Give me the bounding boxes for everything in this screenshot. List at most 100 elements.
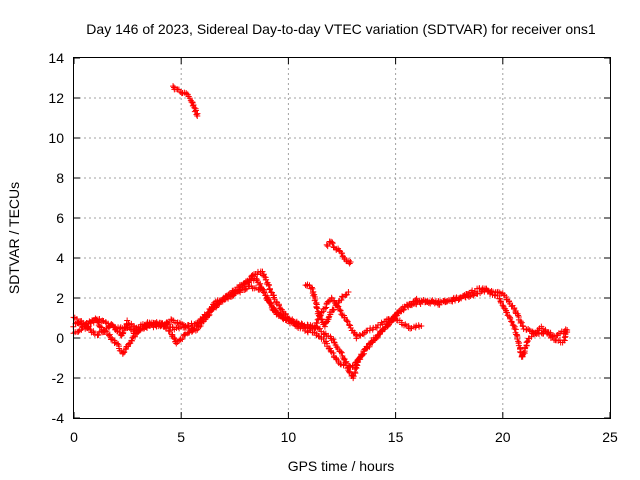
- data-point: [564, 329, 571, 335]
- data-point: [457, 294, 464, 301]
- data-point: [313, 319, 320, 326]
- data-point: [328, 238, 335, 245]
- data-point: [319, 316, 326, 323]
- data-point: [263, 276, 270, 283]
- data-point: [265, 282, 272, 289]
- data-point: [232, 289, 239, 296]
- grid-lines: [74, 58, 610, 418]
- data-point: [518, 319, 525, 326]
- data-point: [405, 304, 412, 311]
- data-point: [323, 319, 330, 326]
- data-point: [474, 290, 481, 297]
- data-point: [106, 331, 113, 338]
- data-point: [128, 337, 135, 344]
- data-point: [130, 330, 137, 337]
- data-point: [131, 333, 138, 340]
- data-point: [227, 292, 234, 299]
- data-point: [343, 317, 350, 324]
- data-point: [345, 289, 352, 295]
- data-point: [356, 332, 363, 339]
- data-point: [311, 324, 318, 331]
- data-point: [275, 302, 282, 309]
- y-tick-label: 4: [56, 250, 64, 266]
- y-tick-label: -4: [52, 410, 65, 426]
- data-point: [315, 333, 322, 340]
- data-point: [103, 328, 110, 335]
- data-point: [323, 241, 330, 248]
- data-point: [108, 320, 115, 327]
- data-point: [289, 316, 296, 323]
- data-point: [95, 331, 102, 338]
- data-point: [276, 311, 283, 318]
- plot-frame: [73, 57, 611, 419]
- data-point: [499, 302, 506, 309]
- data-point: [330, 307, 337, 314]
- data-point: [179, 335, 186, 342]
- x-tick-label: 20: [495, 429, 511, 445]
- data-point: [266, 299, 273, 306]
- data-point: [257, 285, 264, 292]
- data-point: [314, 305, 321, 312]
- data-point: [171, 335, 178, 342]
- data-point: [244, 280, 251, 287]
- x-tick-label: 25: [602, 429, 618, 445]
- data-point: [121, 348, 128, 355]
- data-point: [330, 336, 337, 343]
- data-point: [509, 318, 516, 325]
- y-tick-label: 2: [56, 290, 64, 306]
- data-point: [316, 325, 323, 332]
- data-point: [200, 314, 207, 321]
- data-point: [496, 289, 503, 296]
- data-point: [353, 359, 360, 366]
- data-point: [332, 354, 339, 361]
- data-point: [146, 323, 153, 330]
- data-point: [511, 325, 518, 332]
- data-point: [168, 316, 175, 323]
- data-point: [330, 298, 337, 305]
- data-point: [491, 292, 498, 299]
- data-point: [86, 318, 93, 325]
- axis-ticks: [73, 57, 611, 419]
- data-point: [330, 350, 337, 357]
- data-point: [299, 321, 306, 328]
- data-point: [506, 313, 513, 320]
- data-point: [271, 308, 278, 315]
- data-point: [259, 268, 266, 275]
- data-point: [254, 271, 261, 278]
- x-tick-label: 5: [177, 429, 185, 445]
- data-point: [520, 323, 527, 330]
- data-point: [424, 297, 431, 304]
- data-point: [271, 296, 278, 303]
- data-point: [321, 305, 328, 312]
- data-point: [330, 306, 337, 313]
- data-point: [347, 259, 354, 265]
- data-point: [166, 321, 173, 327]
- data-point: [339, 250, 346, 257]
- data-point: [266, 286, 273, 293]
- data-point: [503, 309, 510, 316]
- data-point: [337, 307, 344, 314]
- data-point: [163, 325, 170, 332]
- data-point: [384, 323, 391, 330]
- data-point: [448, 298, 455, 305]
- data-point: [152, 322, 159, 329]
- data-point: [510, 322, 517, 329]
- data-point: [249, 272, 256, 279]
- data-point: [239, 284, 246, 291]
- data-point: [561, 334, 568, 341]
- y-tick-label: -2: [52, 370, 65, 386]
- x-tick-label: 0: [70, 429, 78, 445]
- data-point: [408, 302, 415, 309]
- data-point: [511, 304, 518, 311]
- data-point: [277, 306, 284, 313]
- data-point: [316, 313, 323, 320]
- data-point: [308, 284, 315, 291]
- data-point: [205, 309, 212, 316]
- data-point: [257, 280, 264, 287]
- data-point: [200, 314, 207, 321]
- data-point: [526, 327, 533, 334]
- y-tick-label: 10: [48, 130, 64, 146]
- data-point: [329, 240, 336, 247]
- data-point: [523, 326, 530, 333]
- data-point: [418, 323, 425, 329]
